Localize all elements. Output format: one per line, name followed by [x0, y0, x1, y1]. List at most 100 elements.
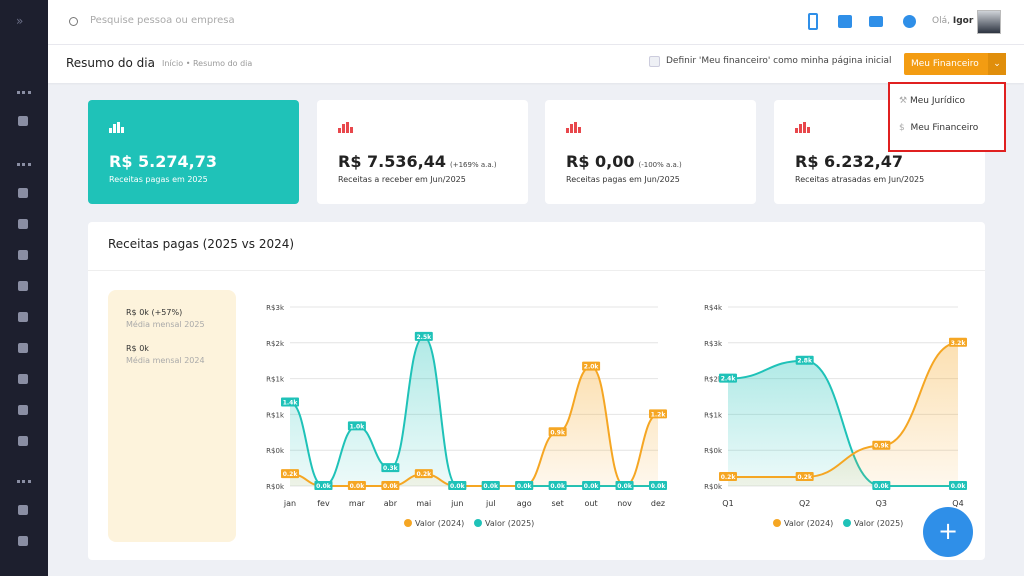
- x-tick-label: abr: [384, 499, 398, 508]
- user-name: Igor: [952, 16, 974, 26]
- sidebar-icon[interactable]: [18, 505, 28, 515]
- add-button[interactable]: +: [923, 507, 973, 557]
- mail-icon[interactable]: [869, 16, 883, 27]
- search-icon: [69, 17, 78, 26]
- y-tick-label: R$1k: [266, 411, 285, 419]
- value-label-box: [719, 373, 737, 383]
- x-tick-label: Q1: [722, 499, 733, 508]
- value-label-box: [649, 481, 667, 490]
- value-label-box: [582, 361, 601, 371]
- value-label-box: [448, 481, 467, 490]
- value-label-box: [281, 469, 299, 479]
- value-label-box: [548, 427, 567, 437]
- card: R$ 7.536,44 (+169% a.a.) Receitas a receb…: [317, 100, 528, 204]
- area: [290, 366, 658, 486]
- card-caption: Receitas atrasadas em Jun/2025: [795, 175, 925, 184]
- sidebar-icon[interactable]: [18, 536, 28, 546]
- chart-panel: Receitas pagas (2025 vs 2024) R$ 0k (+57…: [88, 222, 985, 560]
- x-tick-label: out: [585, 499, 598, 508]
- summary-box: R$ 0k (+57%) Média mensal 2025 R$ 0k Méd…: [108, 290, 236, 542]
- x-tick-label: jan: [283, 499, 296, 508]
- value-label-box: [414, 469, 433, 479]
- x-tick-label: mar: [349, 499, 366, 508]
- sidebar-icon[interactable]: [18, 312, 28, 322]
- value-label: 2.0k: [584, 364, 600, 371]
- dropdown-item-label: Meu Financeiro: [910, 123, 979, 133]
- value-label-box: [795, 472, 814, 482]
- button-label: Meu Financeiro: [911, 59, 979, 69]
- x-tick-label: nov: [617, 499, 632, 508]
- expand-icon[interactable]: »: [16, 14, 24, 28]
- value-label-box: [515, 481, 534, 490]
- sidebar-icon[interactable]: [18, 116, 28, 126]
- x-tick-label: Q4: [952, 499, 963, 508]
- value-label: 0.0k: [450, 483, 466, 490]
- value-label: 0.2k: [797, 474, 813, 481]
- sidebar-sep: [17, 163, 31, 166]
- legend-swatch: [843, 519, 851, 527]
- greeting-text: Olá,: [932, 16, 950, 26]
- value-label-box: [314, 481, 333, 490]
- summary-caption: Média mensal 2025: [126, 320, 205, 329]
- greeting: Olá, Igor: [932, 16, 973, 26]
- y-tick-label: R$0k: [704, 483, 723, 491]
- page-header: Resumo do dia Início • Resumo do dia Def…: [48, 45, 1024, 83]
- panel-title: Receitas pagas (2025 vs 2024): [108, 237, 295, 251]
- x-tick-label: jul: [485, 499, 496, 508]
- avatar[interactable]: [977, 10, 1001, 34]
- value-label-box: [381, 481, 400, 490]
- value-label-box: [872, 440, 891, 450]
- dropdown-item[interactable]: ⚒ Meu Jurídico: [899, 96, 966, 106]
- y-tick-label: R$1k: [266, 376, 285, 384]
- sidebar-icon[interactable]: [18, 374, 28, 384]
- value-label-box: [414, 331, 433, 341]
- y-tick-label: R$0k: [266, 447, 285, 455]
- breadcrumb-item[interactable]: Início: [162, 59, 184, 68]
- value-label-box: [615, 481, 634, 490]
- sidebar-icon[interactable]: [18, 219, 28, 229]
- x-tick-label: dez: [651, 499, 665, 508]
- value-label-box: [347, 481, 366, 490]
- value-label: 2.5k: [417, 334, 433, 341]
- sidebar-icon[interactable]: [18, 436, 28, 446]
- y-tick-label: R$3k: [704, 340, 723, 348]
- settings-icon[interactable]: [903, 15, 916, 28]
- value-label-box: [649, 409, 667, 419]
- value-label-box: [719, 472, 737, 482]
- card-caption: Receitas pagas em Jun/2025: [566, 175, 680, 184]
- sidebar-icon[interactable]: [18, 405, 28, 415]
- legend-label: Valor (2025): [485, 519, 534, 528]
- sidebar: »: [0, 0, 48, 576]
- card: R$ 0,00 (-100% a.a.) Receitas pagas em Ju…: [545, 100, 756, 204]
- button-caret[interactable]: ⌄: [988, 53, 1006, 75]
- search-input[interactable]: Pesquise pessoa ou empresa: [90, 15, 235, 26]
- value-label: 0.9k: [874, 443, 890, 450]
- dropdown-menu: ⚒ Meu Jurídico $ Meu Financeiro: [888, 82, 1006, 152]
- sidebar-icon[interactable]: [18, 343, 28, 353]
- x-tick-label: ago: [517, 499, 532, 508]
- topbar: Pesquise pessoa ou empresa Olá, Igor: [48, 0, 1024, 45]
- phone-icon[interactable]: [808, 13, 818, 30]
- x-tick-label: fev: [317, 499, 330, 508]
- file-icon[interactable]: [838, 15, 852, 28]
- legend-label: Valor (2025): [854, 519, 903, 528]
- value-label: 0.2k: [417, 471, 433, 478]
- summary-value: R$ 0k: [126, 344, 149, 353]
- card-note: (-100% a.a.): [638, 161, 682, 169]
- dashboard-button[interactable]: Meu Financeiro ⌄: [904, 53, 1006, 75]
- value-label: 2.8k: [797, 358, 813, 365]
- checkbox-label[interactable]: Definir 'Meu financeiro' como minha pági…: [666, 56, 892, 66]
- value-label-box: [347, 421, 366, 431]
- dropdown-item[interactable]: $ Meu Financeiro: [899, 123, 979, 133]
- value-label-box: [582, 481, 601, 490]
- card-caption: Receitas a receber em Jun/2025: [338, 175, 466, 184]
- value-label-box: [872, 481, 891, 490]
- sidebar-icon[interactable]: [18, 188, 28, 198]
- value-label-box: [548, 481, 567, 490]
- sidebar-icon[interactable]: [18, 281, 28, 291]
- y-tick-label: R$2k: [266, 340, 285, 348]
- sidebar-icon[interactable]: [18, 250, 28, 260]
- checkbox[interactable]: [649, 56, 660, 67]
